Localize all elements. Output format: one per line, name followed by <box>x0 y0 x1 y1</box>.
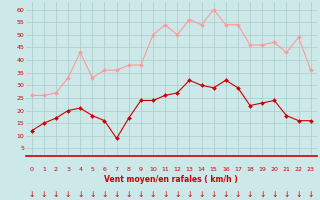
Text: ↓: ↓ <box>186 190 193 199</box>
Text: ↓: ↓ <box>162 190 168 199</box>
Text: ↓: ↓ <box>271 190 277 199</box>
X-axis label: Vent moyen/en rafales ( km/h ): Vent moyen/en rafales ( km/h ) <box>104 175 238 184</box>
Text: ↓: ↓ <box>113 190 120 199</box>
Text: ↓: ↓ <box>125 190 132 199</box>
Text: ↓: ↓ <box>198 190 205 199</box>
Text: ↓: ↓ <box>223 190 229 199</box>
Text: ↓: ↓ <box>150 190 156 199</box>
Text: ↓: ↓ <box>247 190 253 199</box>
Text: ↓: ↓ <box>308 190 314 199</box>
Text: ↓: ↓ <box>235 190 241 199</box>
Text: ↓: ↓ <box>77 190 84 199</box>
Text: ↓: ↓ <box>283 190 290 199</box>
Text: ↓: ↓ <box>53 190 59 199</box>
Text: ↓: ↓ <box>259 190 265 199</box>
Text: ↓: ↓ <box>28 190 35 199</box>
Text: ↓: ↓ <box>174 190 180 199</box>
Text: ↓: ↓ <box>211 190 217 199</box>
Text: ↓: ↓ <box>101 190 108 199</box>
Text: ↓: ↓ <box>41 190 47 199</box>
Text: ↓: ↓ <box>295 190 302 199</box>
Text: ↓: ↓ <box>89 190 96 199</box>
Text: ↓: ↓ <box>65 190 71 199</box>
Text: ↓: ↓ <box>138 190 144 199</box>
